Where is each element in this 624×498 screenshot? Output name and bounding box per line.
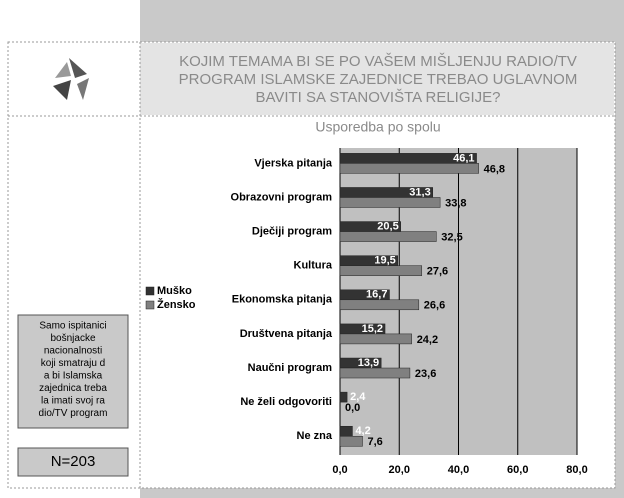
sample-box [17, 447, 129, 477]
value-label: 24,2 [417, 334, 438, 346]
note-line: dio/TV program [39, 408, 108, 419]
value-label: 23,6 [415, 368, 436, 380]
value-label: 46,8 [484, 163, 505, 175]
value-label: 7,6 [368, 436, 383, 448]
value-label: 4,2 [355, 425, 370, 437]
category-label: Ne želi odgovoriti [240, 396, 332, 408]
x-tick-label: 80,0 [566, 464, 587, 476]
value-label: 27,6 [427, 266, 448, 278]
title-line: KOJIM TEMAMA BI SE PO VAŠEM MIŠLJENJU RA… [179, 53, 577, 70]
note-line: a bi Islamska [44, 371, 103, 382]
legend-swatch [145, 300, 155, 310]
category-label: Ne zna [297, 430, 333, 442]
value-label: 20,5 [377, 220, 398, 232]
note-line: Samo ispitanici [39, 321, 106, 332]
title-line: BAVITI SA STANOVIŠTA RELIGIJE? [255, 89, 500, 106]
category-label: Društvena pitanja [240, 328, 333, 340]
category-label: Naučni program [248, 362, 333, 374]
x-tick-label: 40,0 [448, 464, 469, 476]
value-label: 33,8 [445, 197, 466, 209]
x-tick-label: 60,0 [507, 464, 528, 476]
note-line: bošnjacke [50, 333, 95, 344]
logo [53, 58, 89, 100]
value-label: 0,0 [345, 402, 360, 414]
bar [339, 333, 412, 345]
legend-label: Muško [157, 285, 192, 297]
x-tick-label: 0,0 [332, 464, 347, 476]
x-tick-label: 20,0 [389, 464, 410, 476]
value-label: 16,7 [366, 289, 387, 301]
note-box [17, 314, 129, 429]
bar [339, 391, 348, 403]
category-label: Kultura [294, 260, 333, 272]
value-label: 2,4 [350, 391, 366, 403]
chart-subtitle: Usporedba po spolu [315, 119, 440, 135]
bar [339, 435, 363, 447]
value-label: 26,6 [424, 300, 445, 312]
legend-swatch [145, 286, 155, 296]
value-label: 46,1 [453, 152, 474, 164]
bar [339, 231, 437, 242]
bar [339, 425, 353, 437]
legend-label: Žensko [157, 298, 196, 311]
note-line: la imati svoj ra [41, 396, 105, 407]
bar [339, 367, 411, 379]
bar [339, 299, 420, 311]
bar [339, 265, 423, 276]
value-label: 31,3 [409, 186, 430, 198]
note-line: zajednica treba [39, 383, 107, 394]
category-label: Ekonomska pitanja [232, 294, 333, 306]
bar [339, 163, 479, 174]
value-label: 19,5 [374, 255, 395, 267]
category-label: Dječiji program [252, 225, 332, 237]
value-label: 13,9 [358, 357, 379, 369]
bar [339, 197, 441, 208]
category-label: Vjerska pitanja [254, 157, 333, 169]
note-line: koji smatraju d [41, 358, 105, 369]
title-line: PROGRAM ISLAMSKE ZAJEDNICE TREBAO UGLAVN… [179, 71, 578, 88]
title-panel [140, 43, 614, 115]
value-label: 15,2 [362, 323, 383, 335]
value-label: 32,5 [441, 231, 462, 243]
sample-size: N=203 [51, 453, 96, 470]
category-label: Obrazovni program [231, 191, 333, 203]
note-line: nacionalnosti [44, 346, 102, 357]
